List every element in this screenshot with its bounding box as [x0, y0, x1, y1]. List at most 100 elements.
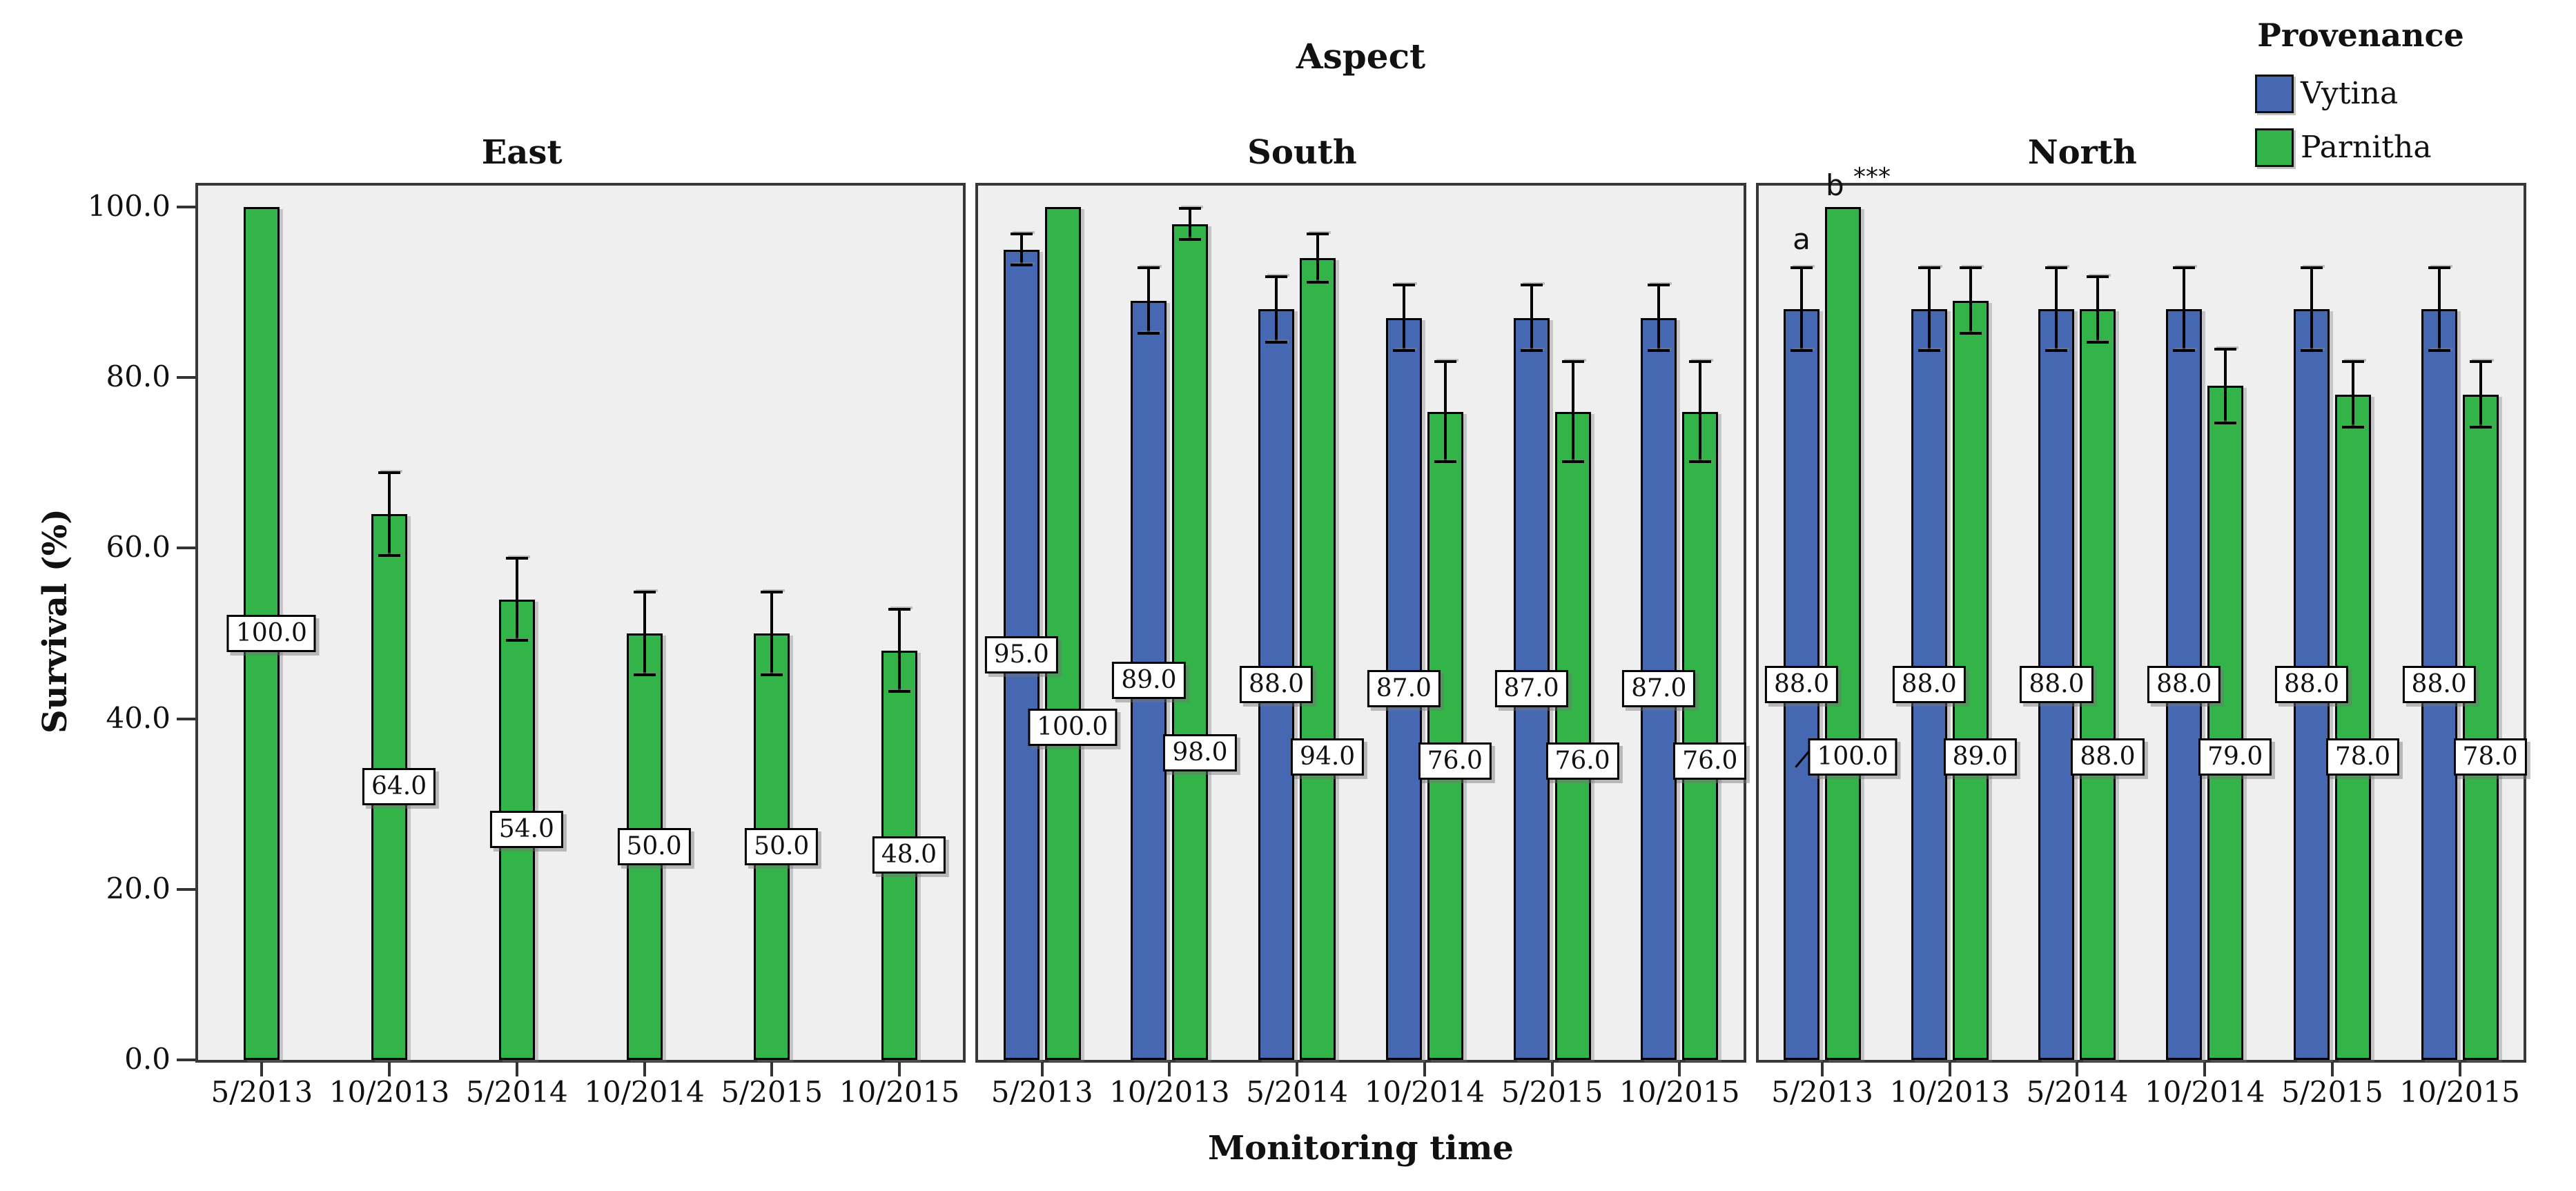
- vytina-color-swatch: [2255, 75, 2294, 113]
- bar-value-label: 79.0: [2198, 738, 2272, 776]
- y-tick-mark: [177, 205, 195, 208]
- error-bar: [505, 556, 528, 642]
- parnitha-bar: [2334, 394, 2371, 1060]
- x-tick-label: 5/2014: [465, 1075, 568, 1109]
- error-bar: [1010, 233, 1033, 267]
- error-bar: [1179, 206, 1202, 242]
- bar-value-label: 48.0: [872, 836, 946, 874]
- error-bar: [1307, 233, 1329, 284]
- x-tick-mark: [515, 1060, 518, 1076]
- error-bar: [2173, 266, 2196, 353]
- y-axis: 0.0 20.0 40.0 60.0 80.0 100.0: [0, 183, 195, 1076]
- bar-value-label: 89.0: [1943, 738, 2017, 776]
- error-bar: [1138, 266, 1160, 335]
- y-tick-label: 40.0: [106, 700, 170, 735]
- bar-value-label: 100.0: [226, 614, 316, 652]
- bar-value-label: 87.0: [1367, 670, 1441, 708]
- significance-annotation-b: b ***: [1826, 163, 1891, 203]
- bar-value-label: 98.0: [1163, 734, 1237, 772]
- legend-items: Vytina Parnitha: [2247, 75, 2475, 167]
- bar-value-label: 88.0: [2020, 666, 2094, 704]
- legend-label: Vytina: [2301, 76, 2399, 111]
- x-tick-label: 5/2015: [2281, 1075, 2383, 1109]
- x-tick-label: 10/2013: [1889, 1075, 2010, 1109]
- x-tick-mark: [1296, 1060, 1299, 1076]
- error-bar: [1561, 360, 1584, 463]
- bar-value-label: 76.0: [1545, 742, 1619, 780]
- error-bar: [2469, 360, 2492, 429]
- x-tick-mark: [1821, 1060, 1824, 1076]
- bar-value-label: 87.0: [1622, 670, 1696, 708]
- error-bar: [888, 607, 910, 693]
- y-tick-label: 80.0: [106, 360, 170, 394]
- x-tick-mark: [1423, 1060, 1426, 1076]
- parnitha-bar: [1554, 411, 1591, 1060]
- x-tick-mark: [897, 1060, 901, 1076]
- bar-value-label: 88.0: [1764, 666, 1839, 704]
- parnitha-bar: [2207, 386, 2244, 1060]
- error-bar: [1648, 284, 1670, 353]
- panels-area: East 5/2013 100.0 10/2013 64.0 5/2014 54.0 10/2…: [195, 133, 2527, 1109]
- bar-value-label: 94.0: [1291, 738, 1365, 776]
- error-bar: [1918, 266, 1940, 353]
- bar-value-label: 89.0: [1112, 661, 1186, 699]
- error-bar: [1790, 266, 1813, 353]
- x-tick-mark: [2076, 1060, 2079, 1076]
- bar-value-label: 100.0: [1028, 708, 1118, 746]
- error-bar: [2341, 360, 2364, 429]
- x-tick-label: 5/2014: [2026, 1075, 2129, 1109]
- bar-value-label: 87.0: [1494, 670, 1568, 708]
- x-tick-label: 10/2015: [839, 1075, 960, 1109]
- parnitha-bar: [1300, 258, 1336, 1060]
- y-tick-label: 100.0: [87, 188, 170, 223]
- x-tick-mark: [1948, 1060, 1951, 1076]
- error-bar: [1392, 284, 1415, 353]
- bar-value-label: 76.0: [1418, 742, 1492, 780]
- error-bar: [1959, 266, 1982, 335]
- parnitha-bar: [2462, 394, 2499, 1060]
- bar-value-label: 95.0: [984, 636, 1058, 673]
- parnitha-bar: [1825, 206, 1862, 1060]
- x-tick-label: 5/2013: [991, 1075, 1093, 1109]
- panel-title-east: East: [481, 133, 563, 172]
- y-tick-mark: [177, 717, 195, 720]
- y-tick-mark: [177, 376, 195, 380]
- y-tick-mark: [177, 1059, 195, 1061]
- y-tick-mark: [177, 547, 195, 550]
- legend-title: Provenance: [2257, 17, 2464, 54]
- error-bar: [1434, 360, 1456, 463]
- x-axis-title: Monitoring time: [1208, 1129, 1514, 1168]
- bar-value-label: 100.0: [1808, 738, 1897, 776]
- bar-value-label: 88.0: [2147, 666, 2221, 704]
- bar-value-label: 76.0: [1673, 742, 1747, 780]
- panel-title-south: South: [1247, 133, 1357, 172]
- error-bar: [2428, 266, 2450, 353]
- bar-value-label: 50.0: [745, 827, 819, 865]
- bar-value-label: 88.0: [2402, 666, 2476, 704]
- x-tick-label: 5/2013: [211, 1075, 313, 1109]
- x-tick-mark: [260, 1060, 264, 1076]
- parnitha-color-swatch: [2255, 128, 2294, 167]
- x-tick-mark: [643, 1060, 646, 1076]
- parnitha-bar: [1682, 411, 1719, 1060]
- bar-value-label: 88.0: [1240, 666, 1314, 704]
- parnitha-bar: [1044, 206, 1081, 1060]
- x-tick-label: 10/2014: [584, 1075, 705, 1109]
- error-bar: [378, 471, 401, 557]
- y-tick-label: 20.0: [106, 871, 170, 905]
- y-tick-label: 0.0: [124, 1042, 170, 1076]
- x-tick-label: 10/2015: [1619, 1075, 1740, 1109]
- bar-value-label: 64.0: [362, 768, 436, 806]
- facet-title: Aspect: [1296, 36, 1426, 77]
- bar-value-label: 78.0: [2325, 738, 2399, 776]
- error-bar: [1520, 284, 1543, 353]
- x-tick-label: 5/2013: [1771, 1075, 1873, 1109]
- x-tick-mark: [2203, 1060, 2207, 1076]
- error-bar: [2087, 275, 2109, 344]
- y-tick-label: 60.0: [106, 530, 170, 564]
- x-tick-mark: [1550, 1060, 1554, 1076]
- error-bar: [2214, 347, 2237, 425]
- bar-value-label: 78.0: [2453, 738, 2527, 776]
- bar-value-label: 54.0: [489, 811, 563, 849]
